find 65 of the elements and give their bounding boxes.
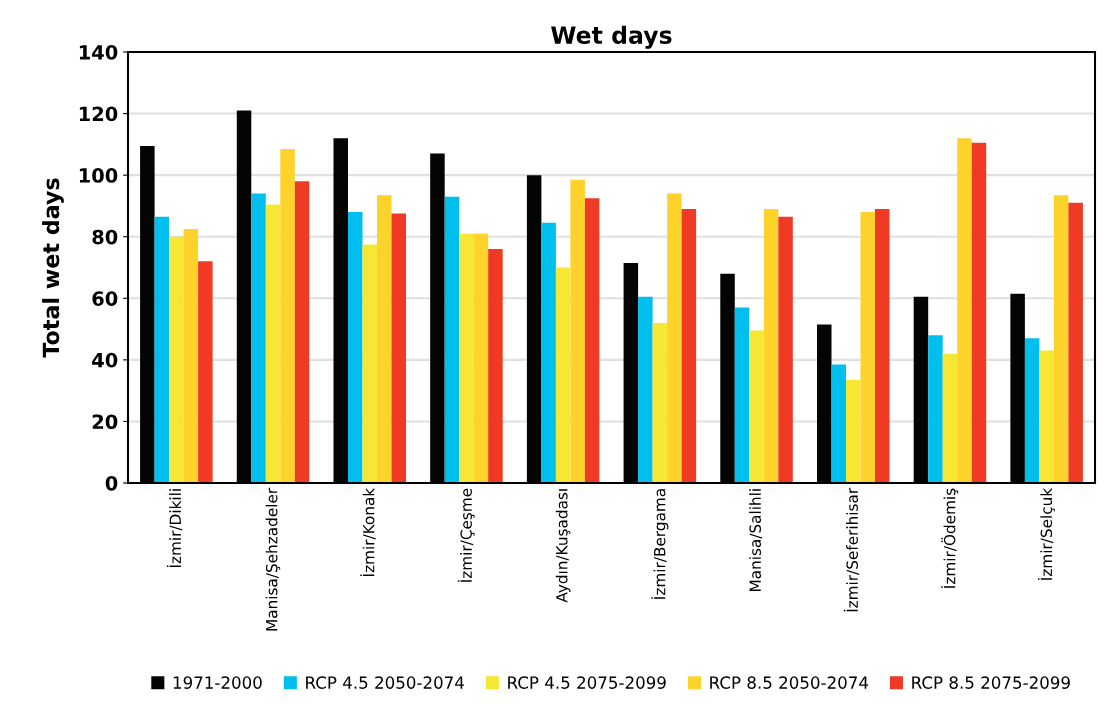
y-axis-title: Total wet days	[42, 178, 64, 358]
x-tick-label: İzmir/Ödemiş	[941, 488, 959, 588]
y-tick-label: 100	[79, 168, 118, 183]
bar	[860, 212, 876, 483]
bar	[362, 244, 377, 483]
bar	[265, 204, 281, 483]
bar	[957, 138, 972, 483]
x-tick-label: İzmir/Bergama	[651, 489, 669, 599]
bar	[652, 322, 668, 483]
x-tick-label: İzmir/Çeşme	[457, 488, 475, 582]
bar	[488, 249, 503, 483]
y-tick-label: 80	[92, 229, 118, 245]
legend-label: RCP 8.5 2075-2099	[912, 676, 1070, 689]
x-tick-label: İzmir/Dikili	[166, 489, 183, 568]
x-tick-label: İzmir/Selçuk	[1037, 487, 1055, 580]
bar	[831, 364, 846, 483]
bar	[555, 267, 571, 483]
bar	[584, 198, 600, 483]
y-tick-label: 20	[92, 414, 118, 430]
y-tick-label: 120	[79, 106, 118, 122]
bar	[294, 181, 310, 483]
bar	[1024, 338, 1040, 483]
bar	[638, 296, 653, 483]
bar	[778, 216, 793, 483]
bar	[183, 229, 199, 483]
x-tick-label: Manisa/Salihli	[749, 489, 763, 592]
bar	[347, 212, 363, 483]
legend-label: 1971-2000	[173, 676, 262, 689]
bar	[473, 233, 489, 483]
bar	[377, 195, 392, 483]
bar	[459, 233, 474, 483]
legend-label: RCP 8.5 2050-2074	[710, 676, 869, 689]
bar	[667, 193, 682, 483]
bar	[875, 209, 890, 483]
bar	[928, 335, 943, 483]
bar	[251, 193, 266, 483]
legend-label: RCP 4.5 2075-2099	[508, 676, 666, 689]
bar	[749, 330, 764, 483]
bar	[570, 179, 585, 483]
bar	[971, 142, 987, 483]
bar	[763, 209, 779, 483]
y-tick-label: 40	[92, 352, 118, 368]
bar	[846, 379, 861, 483]
y-tick-label: 60	[92, 291, 118, 306]
x-tick-label: İzmir/Konak	[360, 487, 376, 576]
chart-title: Wet days	[551, 25, 672, 49]
bar	[1068, 202, 1083, 483]
bar	[541, 222, 556, 483]
bar	[681, 209, 697, 483]
x-tick-label: Aydın/Kuşadası	[555, 489, 571, 603]
bar	[154, 216, 170, 483]
bar	[1039, 350, 1054, 483]
bar	[169, 236, 184, 483]
bar	[1053, 195, 1069, 483]
x-tick-label: Manisa/Şehzadeler	[265, 487, 281, 631]
bar	[198, 261, 213, 483]
bar	[942, 353, 958, 483]
y-tick-label: 0	[105, 475, 118, 491]
bar	[444, 196, 460, 483]
x-tick-label: İzmir/Seferihisar	[843, 487, 860, 612]
y-tick-label: 140	[79, 44, 118, 60]
bar	[734, 307, 750, 483]
bar	[391, 213, 407, 483]
bar	[280, 148, 295, 483]
legend-label: RCP 4.5 2050-2074	[306, 676, 464, 689]
